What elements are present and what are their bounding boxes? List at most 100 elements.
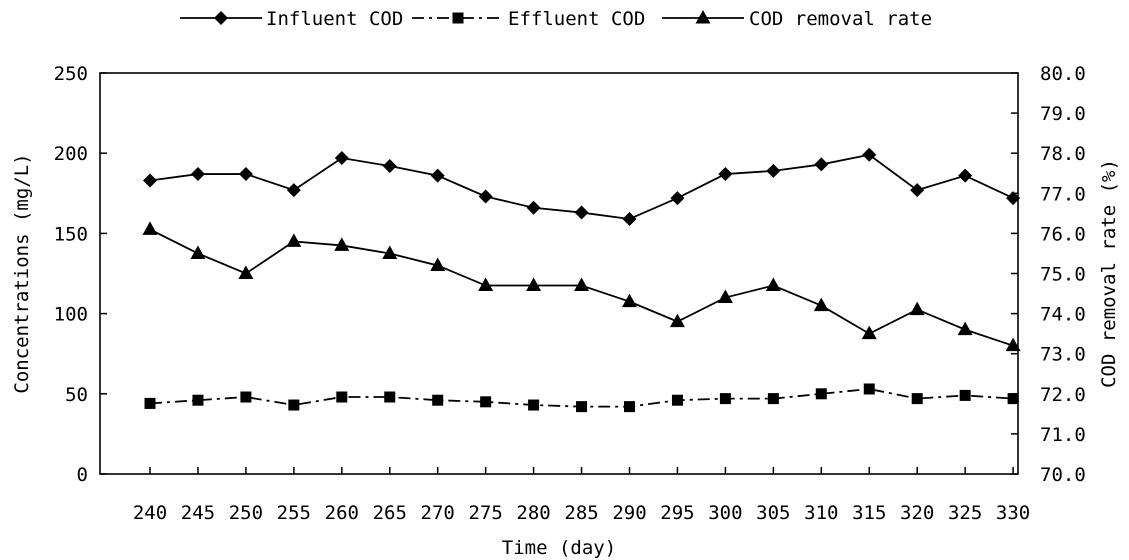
data-point	[382, 159, 397, 174]
data-point	[670, 191, 685, 206]
right-tick-label: 72.0	[1040, 384, 1086, 406]
x-tick-label: 250	[229, 502, 263, 524]
x-tick-label: 260	[325, 502, 359, 524]
data-point	[478, 189, 493, 204]
data-point	[288, 399, 300, 411]
data-point	[765, 277, 781, 292]
data-point	[814, 157, 829, 172]
data-point	[717, 289, 733, 304]
data-point	[719, 393, 731, 405]
x-tick-label: 285	[564, 502, 598, 524]
data-point	[909, 301, 925, 316]
left-tick-label: 0	[77, 464, 88, 486]
right-tick-label: 71.0	[1040, 424, 1086, 446]
data-point	[336, 391, 348, 403]
data-point	[1005, 337, 1021, 352]
legend-marker	[695, 10, 711, 24]
x-tick-label: 320	[900, 502, 934, 524]
x-tick-label: 300	[708, 502, 742, 524]
right-tick-label: 80.0	[1040, 63, 1086, 85]
data-point	[718, 167, 733, 182]
left-tick-label: 150	[54, 223, 88, 245]
x-tick-label: 280	[516, 502, 550, 524]
data-point	[910, 183, 925, 198]
data-point	[384, 391, 396, 403]
data-point	[813, 297, 829, 312]
right-tick-label: 79.0	[1040, 103, 1086, 125]
left-axis: 0 50 100 150 200 250	[54, 63, 107, 486]
data-point	[1007, 393, 1019, 405]
data-point	[334, 237, 350, 251]
data-point	[622, 293, 637, 308]
x-tick-label: 275	[468, 502, 502, 524]
data-point	[959, 389, 971, 401]
legend-marker	[214, 11, 228, 25]
data-point	[1006, 191, 1021, 206]
series-layer	[142, 147, 1021, 413]
x-tick-label: 330	[996, 502, 1030, 524]
x-tick-label: 290	[612, 502, 646, 524]
data-point	[863, 383, 875, 395]
x-tick-label: 310	[804, 502, 838, 524]
legend-item: COD removal rate	[662, 8, 932, 30]
right-tick-label: 70.0	[1040, 464, 1086, 486]
x-tick-label: 295	[660, 502, 694, 524]
x-axis-title: Time (day)	[502, 537, 616, 559]
left-tick-label: 100	[54, 304, 88, 326]
x-tick-label: 270	[421, 502, 455, 524]
data-point	[767, 393, 779, 405]
data-point	[957, 321, 973, 336]
series-effluent-cod	[144, 383, 1019, 413]
series-cod-removal-rate	[142, 221, 1021, 352]
x-tick-label: 325	[948, 502, 982, 524]
data-point	[574, 277, 590, 292]
left-tick-label: 50	[65, 384, 88, 406]
right-tick-label: 76.0	[1040, 223, 1086, 245]
data-point	[958, 168, 973, 183]
legend-label: Influent COD	[266, 8, 403, 30]
data-point	[671, 394, 683, 406]
data-point	[430, 168, 445, 183]
data-point	[669, 313, 685, 328]
series-influent-cod	[143, 147, 1021, 226]
data-point	[190, 167, 205, 182]
data-point	[142, 221, 158, 235]
data-point	[622, 211, 637, 226]
legend-item: Influent COD	[180, 8, 403, 30]
right-axis: 70.0 71.0 72.0 73.0 74.0 75.0 76.0 77.0 78.0 79.0…	[1011, 63, 1086, 486]
data-point	[526, 277, 542, 292]
data-point	[192, 394, 204, 406]
data-point	[528, 399, 540, 411]
x-tick-label: 255	[277, 502, 311, 524]
data-point	[238, 167, 253, 182]
left-axis-title: Concentrations (mg/L)	[11, 153, 33, 393]
data-point	[432, 394, 444, 406]
left-tick-label: 250	[54, 63, 88, 85]
right-tick-label: 77.0	[1040, 183, 1086, 205]
data-point	[576, 401, 588, 413]
data-point	[911, 393, 923, 405]
data-point	[861, 325, 877, 340]
x-tick-label: 315	[852, 502, 886, 524]
data-point	[238, 265, 254, 279]
legend: Influent COD Effluent COD COD removal rate	[180, 8, 932, 30]
legend-label: COD removal rate	[749, 8, 932, 30]
legend-label: Effluent COD	[508, 8, 645, 30]
right-tick-label: 75.0	[1040, 264, 1086, 286]
data-point	[143, 173, 157, 188]
data-point	[574, 205, 589, 220]
data-point	[382, 245, 398, 259]
data-point	[286, 233, 302, 247]
data-point	[144, 397, 156, 409]
x-tick-label: 265	[373, 502, 407, 524]
right-tick-label: 78.0	[1040, 143, 1086, 165]
left-tick-label: 200	[54, 143, 88, 165]
right-axis-title: COD removal rate (%)	[1098, 159, 1120, 388]
data-point	[478, 277, 494, 292]
data-point	[815, 388, 827, 400]
x-tick-label: 240	[133, 502, 167, 524]
data-point	[480, 396, 492, 408]
data-point	[526, 200, 541, 215]
right-tick-label: 73.0	[1040, 344, 1086, 366]
